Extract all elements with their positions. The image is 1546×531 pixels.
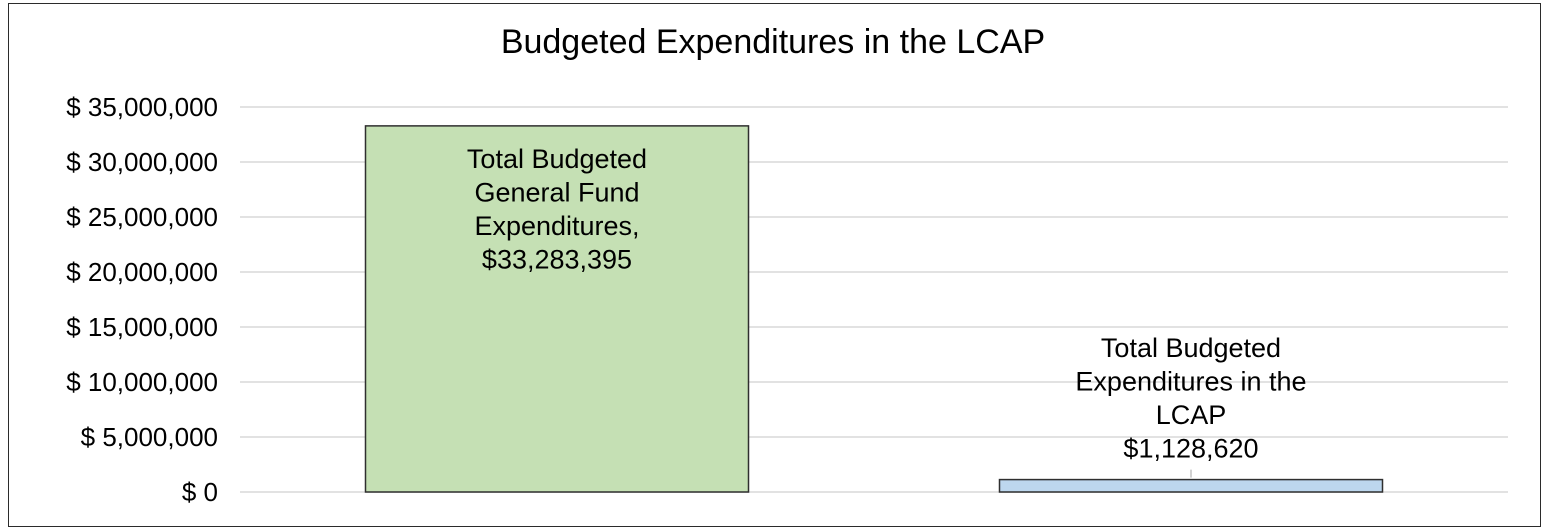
y-tick-label: $ 30,000,000: [66, 147, 218, 177]
data-label: Total Budgeted: [1101, 333, 1281, 363]
bar: [998, 478, 1384, 493]
y-axis-tick-labels: $ 0 $ 5,000,000 $ 10,000,000 $ 15,000,000 $ …: [66, 92, 218, 507]
y-tick-label: $ 0: [182, 477, 218, 507]
bar: [364, 125, 750, 493]
data-label: Expenditures,: [474, 211, 639, 241]
y-tick-label: $ 15,000,000: [66, 312, 218, 342]
y-tick-label: $ 5,000,000: [81, 422, 218, 452]
data-label: General Fund: [474, 177, 639, 207]
y-tick-label: $ 35,000,000: [66, 92, 218, 122]
bars: [364, 125, 1384, 493]
data-label: $1,128,620: [1123, 434, 1258, 464]
y-tick-label: $ 20,000,000: [66, 257, 218, 287]
y-tick-label: $ 10,000,000: [66, 367, 218, 397]
chart-frame: [8, 3, 1541, 527]
data-label: Expenditures in the: [1075, 367, 1306, 397]
data-label: LCAP: [1156, 400, 1227, 430]
data-label: Total Budgeted: [467, 144, 647, 174]
data-label: $33,283,395: [482, 244, 632, 274]
chart-title: Budgeted Expenditures in the LCAP: [501, 23, 1045, 61]
y-tick-label: $ 25,000,000: [66, 202, 218, 232]
